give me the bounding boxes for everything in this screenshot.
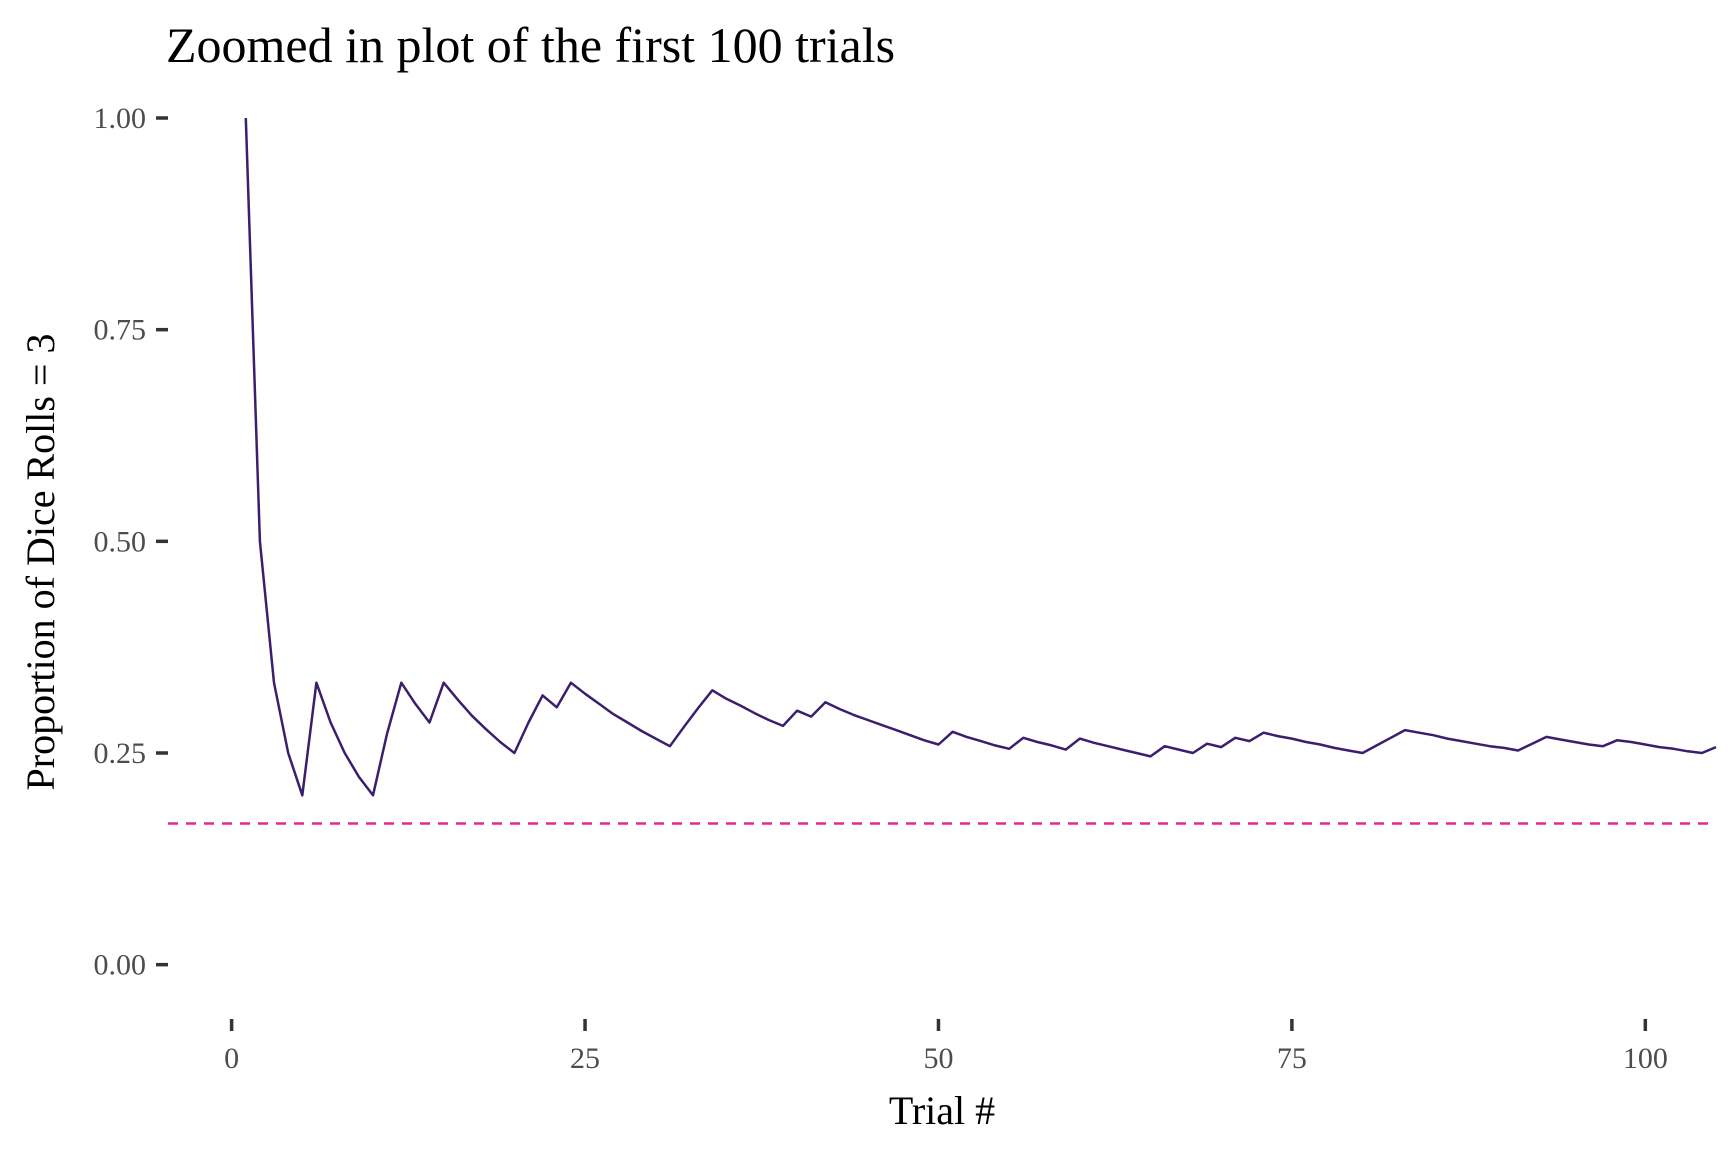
y-tick-label: 1.00 [94, 102, 147, 135]
y-tick-label: 0.00 [94, 949, 147, 982]
proportion-series-line [244, 117, 1717, 797]
y-tick-label: 0.50 [94, 525, 147, 558]
x-tick-label: 50 [923, 1042, 953, 1075]
y-tick-label: 0.25 [94, 737, 147, 770]
x-tick-label: 25 [570, 1042, 600, 1075]
chart-title: Zoomed in plot of the first 100 trials [166, 17, 895, 73]
x-tick-label: 75 [1277, 1042, 1307, 1075]
x-axis-title: Trial # [889, 1088, 995, 1133]
x-axis: 0 25 50 75 100 [224, 1019, 1668, 1075]
y-axis: 0.00 0.25 0.50 0.75 1.00 [94, 102, 168, 982]
y-tick-label: 0.75 [94, 314, 147, 347]
x-tick-label: 0 [224, 1042, 239, 1075]
plot-area [168, 117, 1717, 825]
y-axis-title: Proportion of Dice Rolls = 3 [18, 334, 63, 791]
x-tick-label: 100 [1623, 1042, 1668, 1075]
